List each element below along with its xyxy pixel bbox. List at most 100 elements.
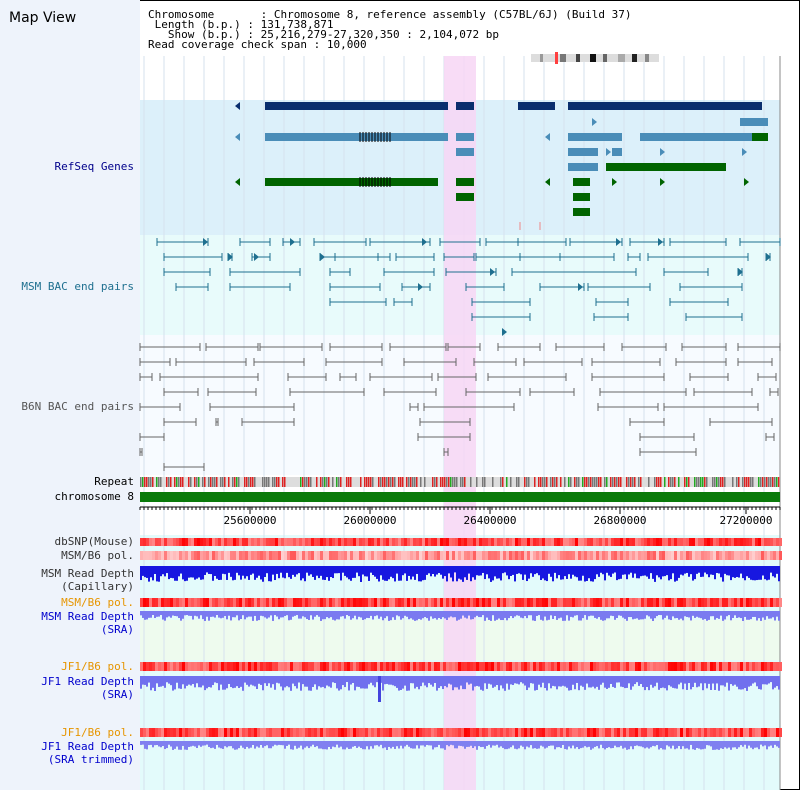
jf1-depth-sra-bar [758,676,760,690]
dbsnp-heat [515,538,518,546]
jf1-pol-trimmed-heat [593,728,596,737]
repeat-element [408,477,410,487]
gene-feature[interactable] [640,133,752,141]
gene-feature[interactable] [752,133,768,141]
track-label-dbsnp[interactable]: dbSNP(Mouse) [54,535,134,548]
dbsnp-heat [644,538,647,546]
gene-feature[interactable] [573,193,590,201]
repeat-element [516,477,518,487]
jf1-pol-trimmed-heat [359,728,362,737]
track-label-msm-b6-pol[interactable]: MSM/B6 pol. [61,549,134,562]
msm-b6-pol-heat [278,551,281,560]
track-label-msm-bac[interactable]: MSM BAC end pairs [21,280,134,293]
msm-depth-sra-bar [418,611,420,619]
jf1-depth-trimmed-bar [394,741,396,749]
msm-depth-capillary-bar [288,566,290,578]
gene-feature[interactable] [573,178,590,186]
jf1-depth-trimmed-bar [758,741,760,750]
gene-feature[interactable] [740,118,768,126]
track-label-msm-depth-sra[interactable]: MSM Read Depth [41,610,134,623]
gene-feature[interactable] [456,178,474,186]
msm-b6-pol-sra-heat [191,598,194,607]
msm-depth-sra-bar [778,611,780,621]
jf1-depth-trimmed-bar [392,741,394,747]
gene-feature[interactable] [456,148,474,156]
repeat-element [346,477,348,487]
jf1-pol-heat [617,662,620,671]
msm-depth-sra-bar [698,611,700,618]
msm-b6-pol-heat [182,551,185,560]
repeat-element [672,477,674,487]
track-label-chromosome[interactable]: chromosome 8 [54,490,134,503]
jf1-depth-trimmed-bar [426,741,428,745]
track-label-msm-b6-pol-sra[interactable]: MSM/B6 pol. [61,596,134,609]
track-label-jf1-pol[interactable]: JF1/B6 pol. [61,660,134,673]
gene-feature[interactable] [612,148,622,156]
jf1-depth-trimmed-bar [564,741,566,750]
repeat-element [664,477,666,487]
jf1-pol-heat [164,662,167,671]
jf1-pol-heat [521,662,524,671]
dbsnp-heat [332,538,335,546]
repeat-element [484,477,486,487]
gene-feature[interactable] [518,102,555,110]
jf1-depth-trimmed-bar [164,741,166,750]
track-label-jf1-depth-trimmed[interactable]: JF1 Read Depth [41,740,134,753]
dbsnp-heat [311,538,314,546]
gene-feature[interactable] [568,133,622,141]
gene-feature[interactable] [568,102,762,110]
jf1-depth-trimmed-bar [536,741,538,749]
track-label-jf1-depth[interactable]: JF1 Read Depth [41,675,134,688]
msm-b6-pol-heat [329,551,332,560]
msm-depth-capillary-bar [692,566,694,581]
gene-feature[interactable] [456,133,474,141]
msm-depth-capillary-bar [330,566,332,578]
gene-feature[interactable] [265,102,448,110]
msm-depth-capillary-bar [764,566,766,580]
dbsnp-heat [722,538,725,546]
jf1-depth-sra-bar [690,676,692,690]
jf1-depth-sra-bar [406,676,408,691]
dbsnp-heat [461,538,464,546]
msm-depth-capillary-bar [362,566,364,575]
jf1-depth-sra-bar [498,676,500,691]
track-label-refseq[interactable]: RefSeq Genes [54,160,134,173]
gene-feature[interactable] [568,148,598,156]
msm-b6-pol-sra-heat [353,598,356,607]
gene-feature[interactable] [568,163,598,171]
jf1-depth-trimmed-bar [770,741,772,746]
msm-depth-sra-bar [568,611,570,621]
jf1-pol-heat [158,662,161,671]
jf1-depth-sra-bar [400,676,402,690]
msm-b6-pol-sra-heat [146,598,149,607]
jf1-depth-sra-bar [458,676,460,690]
chromosome-bar[interactable] [140,492,780,502]
jf1-depth-sra-bar [512,676,514,686]
track-label-b6n-bac[interactable]: B6N BAC end pairs [21,400,134,413]
jf1-pol-heat [209,662,212,671]
gene-feature[interactable] [456,193,474,201]
jf1-depth-trimmed-bar [304,741,306,748]
msm-b6-pol-sra-heat [482,598,485,607]
track-label-jf1-pol-trimmed[interactable]: JF1/B6 pol. [61,726,134,739]
jf1-pol-heat [353,662,356,671]
gene-feature[interactable] [606,163,726,171]
msm-depth-capillary-bar [558,566,560,576]
dbsnp-heat [161,538,164,546]
track-label-repeat[interactable]: Repeat [94,475,134,488]
repeat-element [262,477,264,487]
gene-feature[interactable] [265,133,448,141]
msm-depth-sra-bar [486,611,488,618]
msm-depth-sra-bar [576,611,578,616]
gene-feature[interactable] [456,102,474,110]
jf1-depth-sra-bar [632,676,634,687]
jf1-depth-sra-bar [222,676,224,690]
repeat-element [176,477,178,487]
msm-depth-capillary-bar [222,566,224,574]
gene-feature[interactable] [573,208,590,216]
jf1-depth-trimmed-bar [532,741,534,749]
msm-depth-sra-bar [510,611,512,617]
track-label-msm-depth-capillary[interactable]: MSM Read Depth [41,567,134,580]
gene-feature[interactable] [265,178,438,186]
